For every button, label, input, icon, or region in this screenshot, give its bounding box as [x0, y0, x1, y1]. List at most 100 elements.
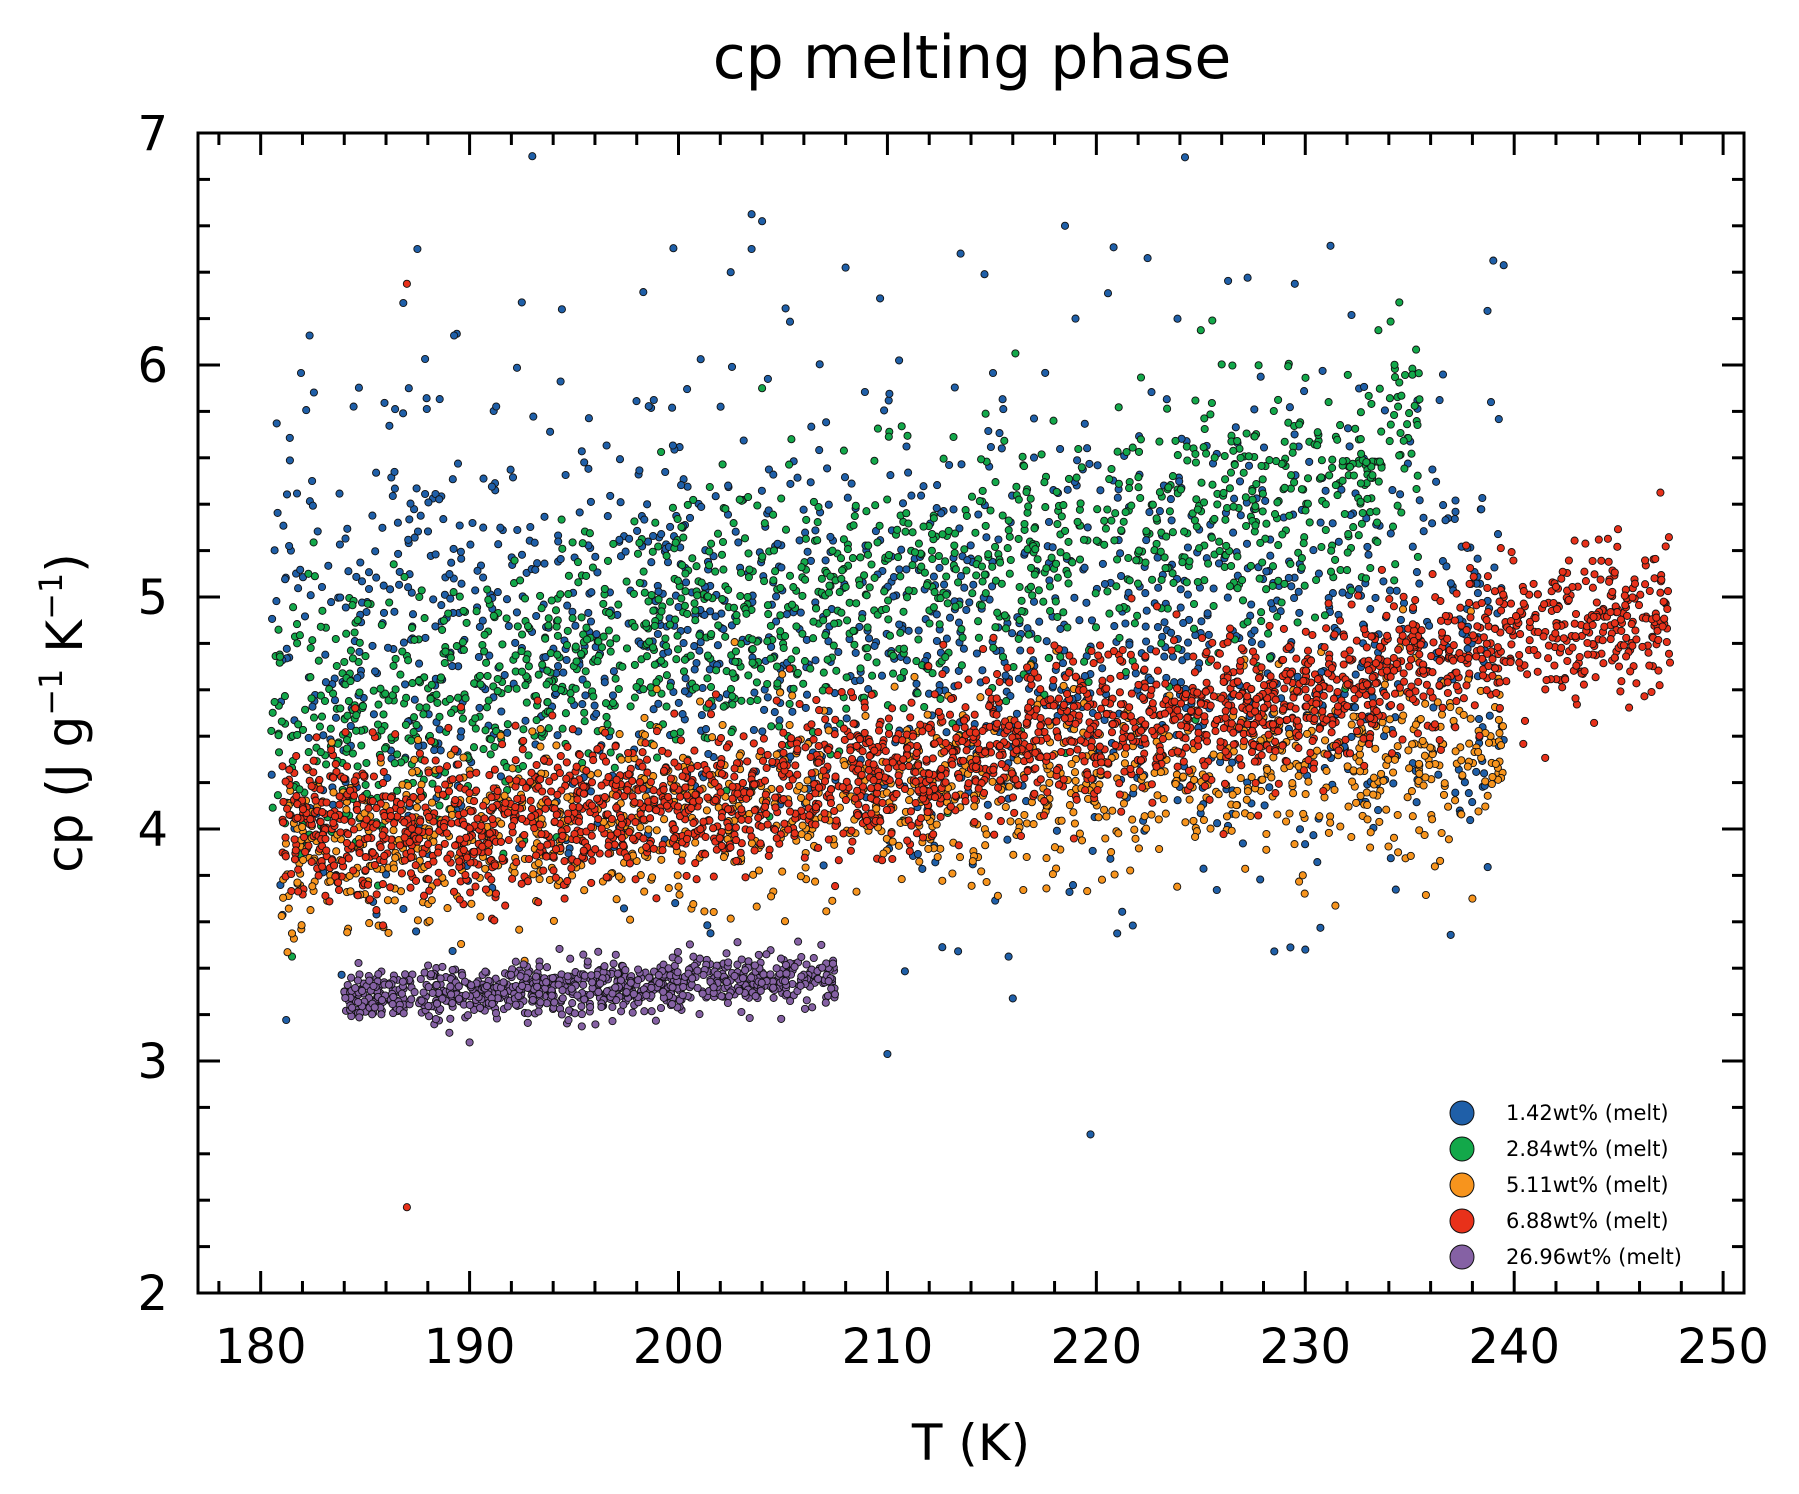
data-point	[495, 662, 504, 671]
data-point	[1262, 585, 1271, 594]
data-point	[587, 588, 596, 597]
data-point	[1384, 755, 1393, 764]
data-point	[709, 872, 718, 881]
data-point	[609, 698, 618, 707]
data-point	[728, 692, 737, 701]
data-point	[677, 856, 686, 865]
data-point	[641, 619, 651, 628]
data-point	[1268, 581, 1277, 590]
data-point	[1178, 558, 1187, 567]
data-point	[1209, 750, 1218, 759]
data-point	[711, 567, 720, 576]
data-point	[1046, 606, 1055, 616]
data-point	[1039, 811, 1049, 820]
data-point	[1442, 562, 1451, 571]
data-point	[1289, 789, 1298, 798]
data-point	[907, 491, 916, 500]
data-point	[1102, 812, 1111, 821]
data-point	[523, 622, 533, 631]
data-point	[1330, 785, 1339, 794]
data-point	[358, 702, 368, 711]
data-point	[769, 546, 779, 555]
data-point	[626, 915, 635, 924]
data-point	[1017, 607, 1026, 616]
data-point	[456, 547, 465, 556]
data-point	[424, 875, 433, 884]
data-point	[802, 515, 811, 524]
data-point	[666, 522, 675, 531]
data-point	[604, 626, 613, 635]
data-point	[388, 491, 397, 501]
data-point	[790, 829, 799, 838]
data-point	[1222, 812, 1232, 821]
data-point	[1444, 802, 1453, 811]
data-point	[577, 447, 586, 456]
data-point	[1248, 495, 1257, 504]
data-point	[616, 498, 625, 507]
data-point	[989, 643, 998, 652]
data-point	[1318, 366, 1327, 375]
data-point	[1134, 483, 1143, 492]
data-point	[543, 698, 552, 707]
data-point	[1221, 515, 1230, 524]
data-point	[1529, 579, 1538, 588]
data-point	[726, 685, 736, 694]
data-point	[485, 651, 494, 660]
data-point	[335, 489, 344, 498]
data-point	[496, 772, 505, 781]
data-point	[615, 730, 624, 739]
data-point	[649, 606, 658, 615]
data-point	[986, 506, 995, 515]
data-point	[1097, 875, 1107, 884]
data-point	[830, 619, 839, 628]
data-point	[982, 830, 991, 839]
data-point	[1210, 514, 1219, 523]
data-point	[1389, 768, 1398, 777]
data-point	[497, 819, 506, 828]
data-point	[562, 758, 571, 767]
data-point	[639, 567, 648, 576]
data-point	[290, 835, 299, 844]
data-point	[884, 596, 893, 605]
data-point	[635, 466, 644, 475]
data-point	[1301, 373, 1310, 382]
data-point	[1391, 885, 1400, 894]
data-point	[728, 700, 737, 709]
data-point	[1080, 419, 1089, 428]
data-point	[724, 481, 733, 490]
data-point	[683, 482, 692, 491]
data-point	[713, 641, 722, 650]
data-point	[1183, 456, 1192, 465]
data-point	[951, 565, 960, 574]
data-point	[487, 482, 496, 491]
data-point	[355, 647, 364, 656]
data-point	[918, 864, 927, 873]
data-point	[510, 556, 519, 565]
data-point	[524, 662, 533, 671]
data-point	[883, 1049, 892, 1059]
data-point	[402, 693, 411, 702]
data-point	[1507, 640, 1516, 649]
data-point	[399, 638, 408, 647]
data-point	[1100, 805, 1109, 814]
data-point	[826, 532, 835, 541]
data-point	[986, 442, 995, 452]
data-point	[651, 518, 660, 527]
data-point	[841, 795, 850, 805]
data-point	[1191, 458, 1200, 467]
data-point	[821, 556, 830, 565]
data-point	[1499, 261, 1508, 270]
data-point	[1011, 349, 1020, 358]
data-point	[1105, 475, 1114, 484]
data-point	[426, 694, 435, 703]
data-point	[639, 288, 648, 297]
data-point	[736, 568, 746, 577]
data-point	[1034, 586, 1043, 595]
data-point	[410, 695, 419, 704]
data-point	[560, 894, 569, 903]
data-point	[582, 635, 592, 644]
data-point	[1074, 444, 1083, 454]
data-point	[395, 841, 404, 850]
data-point	[935, 563, 944, 572]
data-point	[712, 666, 721, 675]
